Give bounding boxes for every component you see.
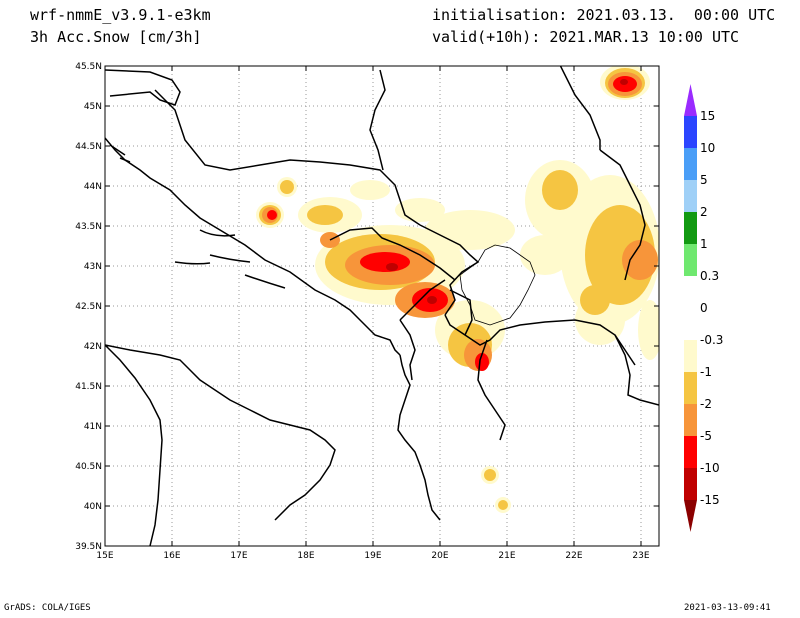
colorbar-swatch (684, 436, 697, 468)
lon-tick-label: 18E (297, 551, 314, 561)
lon-tick-label: 15E (96, 551, 113, 561)
lon-tick-label: 19E (364, 551, 381, 561)
colorbar-label: -10 (700, 461, 720, 475)
colorbar-label: -0.3 (700, 333, 723, 347)
lat-tick-label: 45N (84, 102, 102, 112)
colorbar-swatch (684, 340, 697, 372)
colorbar-label: 1 (700, 237, 708, 251)
footer-timestamp: 2021-03-13-09:41 (684, 603, 771, 613)
snow-field-max (267, 76, 637, 371)
coastlines (105, 69, 441, 546)
colorbar-label: 0 (700, 301, 708, 315)
colorbar-swatch (684, 404, 697, 436)
colorbar-swatch (684, 148, 697, 180)
lat-tick-label: 41N (84, 422, 102, 432)
colorbar-label: -15 (700, 493, 720, 507)
colorbar-label: 0.3 (700, 269, 719, 283)
lat-tick-label: 43.5N (75, 222, 102, 232)
country-borders (154, 66, 659, 441)
lat-tick-label: 40N (84, 502, 102, 512)
lat-axis: 45.5N 45N 44.5N 44N 43.5N 43N 42.5N 42N 41.5N 41N… (75, 62, 659, 552)
colorbar-label: 10 (700, 141, 715, 155)
colorbar-swatch (684, 180, 697, 212)
lon-axis: 15E 16E 17E 18E 19E 20E 21E 22E 23E (96, 66, 650, 561)
lat-tick-label: 44.5N (75, 142, 102, 152)
kosovo-border (459, 244, 536, 326)
colorbar-label: -5 (700, 429, 712, 443)
colorbar-label: 2 (700, 205, 708, 219)
colorbar-swatch (684, 276, 697, 308)
lon-tick-label: 20E (431, 551, 448, 561)
colorbar-swatch (684, 308, 697, 340)
colorbar-swatch (684, 212, 697, 244)
colorbar-swatch (684, 244, 697, 276)
lat-tick-label: 42.5N (75, 302, 102, 312)
lat-tick-label: 41.5N (75, 382, 102, 392)
model-title: wrf-nmmE_v3.9.1-e3km (30, 6, 211, 24)
lat-tick-label: 45.5N (75, 62, 102, 72)
colorbar-swatch (684, 500, 697, 532)
lon-tick-label: 21E (498, 551, 515, 561)
valid-time: valid(+10h): 2021.MAR.13 10:00 UTC (432, 28, 740, 46)
field-title: 3h Acc.Snow [cm/3h] (30, 28, 202, 46)
lon-tick-label: 23E (632, 551, 649, 561)
colorbar-swatch (684, 372, 697, 404)
lat-tick-label: 42N (84, 342, 102, 352)
colorbar: 15 10 5 2 1 0.3 0 -0.3 -1 -2 -5 -10 -15 (684, 84, 723, 532)
colorbar-swatch (684, 84, 697, 116)
colorbar-swatch (684, 116, 697, 148)
lat-tick-label: 44N (84, 182, 102, 192)
init-time: initialisation: 2021.03.13. 00:00 UTC (432, 6, 776, 24)
lat-tick-label: 40.5N (75, 462, 102, 472)
colorbar-label: -2 (700, 397, 712, 411)
colorbar-label: 5 (700, 173, 708, 187)
footer-credit: GrADS: COLA/IGES (4, 603, 91, 613)
lon-tick-label: 22E (565, 551, 582, 561)
lat-tick-label: 39.5N (75, 542, 102, 552)
colorbar-label: -1 (700, 365, 712, 379)
lat-tick-label: 43N (84, 262, 102, 272)
snow-field-peak (386, 79, 628, 304)
colorbar-swatch (684, 468, 697, 500)
lon-tick-label: 16E (163, 551, 180, 561)
lon-tick-label: 17E (230, 551, 247, 561)
colorbar-label: 15 (700, 109, 715, 123)
